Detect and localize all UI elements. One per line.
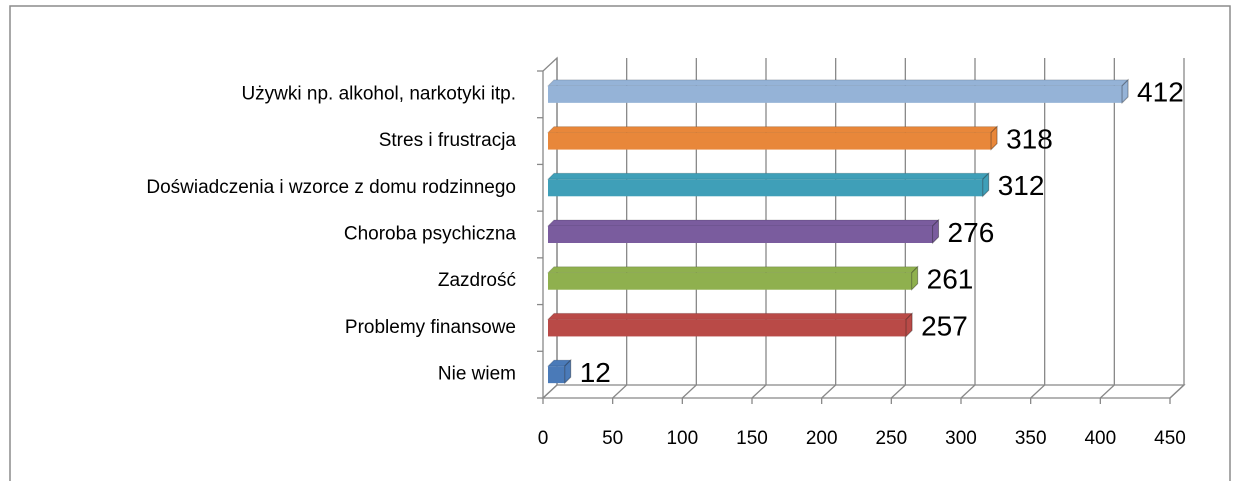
grid-line [751,58,767,399]
x-tick-label: 100 [666,428,698,449]
data-label: 276 [948,217,995,248]
x-tick-label: 0 [538,428,549,449]
bar [548,132,992,150]
grid-line [542,58,558,399]
category-label: Stres i frustracja [379,130,517,151]
chart-frame [9,5,1231,481]
data-label: 312 [998,170,1045,201]
bar-end [982,172,990,198]
x-tick-label: 300 [945,428,977,449]
bar-end [905,312,913,338]
bar-top [546,79,1130,87]
bar-end [932,218,940,245]
x-tick-label: 350 [1015,428,1047,449]
bar-top [546,172,990,180]
bar-top [546,219,940,227]
category-label: Nie wiem [438,364,516,385]
bar-top [546,126,999,134]
x-tick-label: 50 [602,428,623,449]
bar [548,366,565,384]
data-label: 412 [1137,77,1184,108]
bar-end [1121,78,1129,105]
bar-top [546,312,914,320]
x-tick-label: 400 [1084,428,1116,449]
data-label: 257 [921,310,968,341]
grid-line [681,58,697,399]
category-label: Zazdrość [438,270,516,291]
grid-line [890,58,906,399]
category-label: Problemy finansowe [345,317,516,338]
bar [548,272,912,290]
x-tick-label: 200 [806,428,838,449]
grid-line [612,58,628,399]
grid-line [1169,58,1185,399]
category-label: Choroba psychiczna [344,224,517,245]
x-tick-label: 150 [736,428,768,449]
bar [548,85,1123,103]
data-label: 318 [1006,123,1053,154]
bar-end [911,265,919,291]
bar-end [564,358,572,385]
data-label: 261 [927,264,974,295]
category-label: Doświadczenia i wzorce z domu rodzinnego [146,177,516,198]
grid-line [960,58,976,399]
grid-line [821,58,837,399]
bar [548,179,983,197]
bar [548,319,907,337]
bar [548,226,933,243]
grid-line [1030,58,1046,399]
bar-end [990,125,998,151]
x-tick-label: 450 [1154,428,1186,449]
grid-line [1099,58,1115,399]
x-tick-label: 250 [875,428,907,449]
data-label: 12 [580,357,611,388]
category-label: Używki np. alkohol, narkotyki itp. [241,83,516,104]
bar-top [546,266,919,274]
